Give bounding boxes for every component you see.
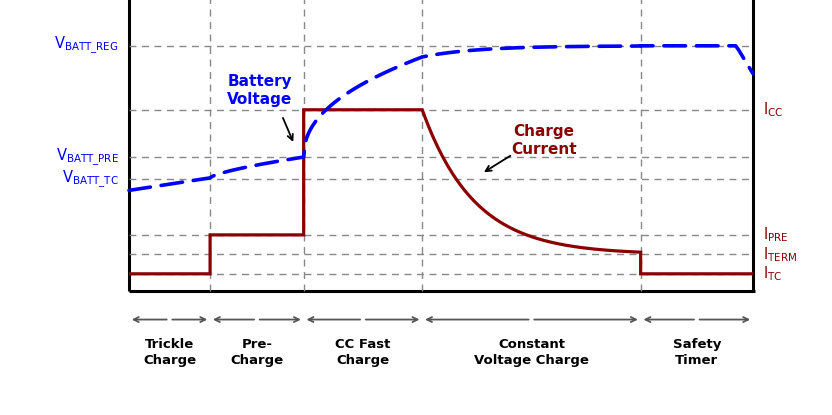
Text: $\mathsf{I_{CC}}$: $\mathsf{I_{CC}}$ [763,100,783,119]
Text: $\mathsf{V_{BATT\_REG}}$: $\mathsf{V_{BATT\_REG}}$ [54,35,119,56]
Text: Battery
Voltage: Battery Voltage [227,73,293,107]
Text: Trickle
Charge: Trickle Charge [143,338,196,367]
Text: $\mathsf{I_{TC}}$: $\mathsf{I_{TC}}$ [763,264,782,283]
Text: $\mathsf{I_{PRE}}$: $\mathsf{I_{PRE}}$ [763,225,789,244]
Text: CC Fast
Charge: CC Fast Charge [335,338,391,367]
Text: Safety
Timer: Safety Timer [672,338,721,367]
Text: Charge
Current: Charge Current [511,124,577,157]
Text: Constant
Voltage Charge: Constant Voltage Charge [474,338,589,367]
Text: $\mathsf{V_{BATT\_TC}}$: $\mathsf{V_{BATT\_TC}}$ [62,169,119,190]
Text: Pre-
Charge: Pre- Charge [230,338,284,367]
Text: $\mathsf{V_{BATT\_PRE}}$: $\mathsf{V_{BATT\_PRE}}$ [56,146,119,168]
Text: $\mathsf{I_{TERM}}$: $\mathsf{I_{TERM}}$ [763,245,797,264]
